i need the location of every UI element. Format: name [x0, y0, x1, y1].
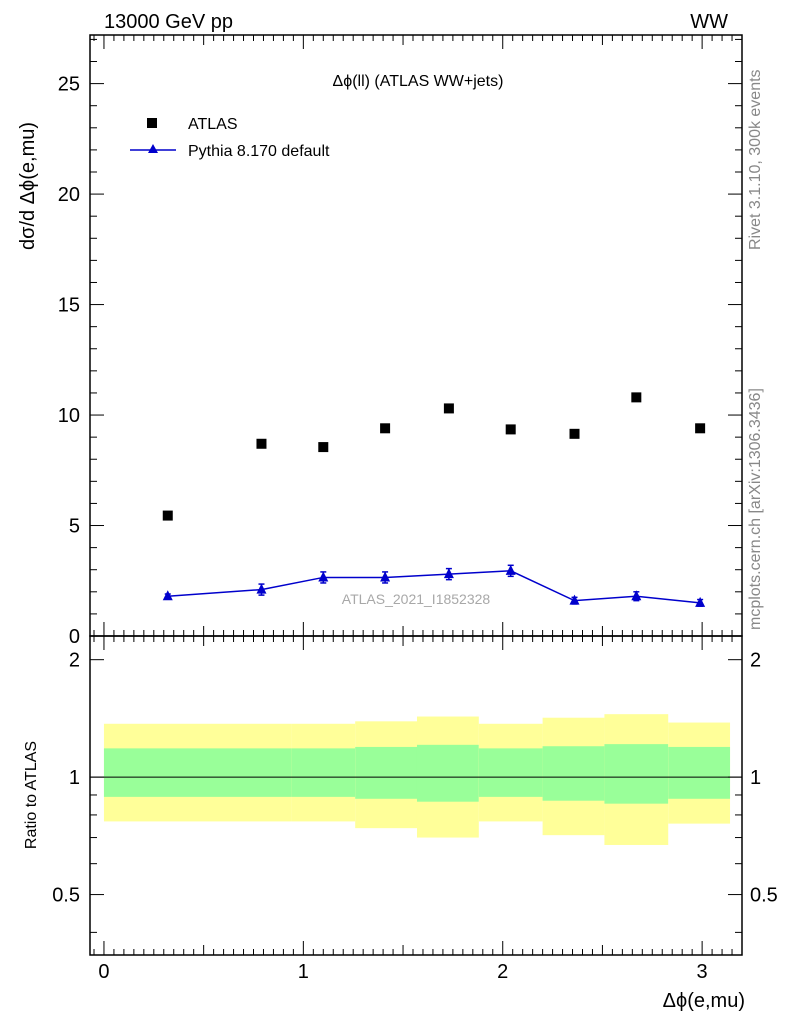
ratio-y-tick-label-left: 0.5: [52, 885, 80, 907]
analysis-watermark: ATLAS_2021_I1852328: [342, 591, 491, 607]
y-tick-label: 5: [69, 516, 80, 538]
y-tick-label: 20: [58, 184, 80, 206]
main-panel: 0 5 10 15 20 25: [58, 34, 743, 648]
x-tick-label: 0: [98, 961, 109, 983]
x-axis-title: Δϕ(e,mu): [663, 990, 745, 1012]
atlas-point: [569, 428, 580, 439]
atlas-point: [162, 510, 173, 521]
y-tick-label: 10: [58, 405, 80, 427]
rivet-label: Rivet 3.1.10, 300k events: [747, 69, 764, 250]
atlas-point: [631, 392, 642, 403]
ratio-y-tick-label-right: 1: [750, 767, 761, 789]
atlas-point: [380, 423, 391, 434]
pythia-point: [256, 583, 267, 594]
ratio-band-inner: [478, 748, 543, 797]
atlas-point: [505, 424, 516, 435]
pythia-point: [380, 571, 391, 582]
ratio-band-inner: [604, 744, 669, 804]
y-axis-title: dσ/d Δϕ(e,mu): [17, 122, 39, 250]
ratio-y-axis-title: Ratio to ATLAS: [23, 741, 40, 849]
ratio-band-inner: [416, 744, 479, 802]
legend-pythia-label: Pythia 8.170 default: [188, 143, 330, 160]
header-energy: 13000 GeV pp: [104, 11, 233, 33]
legend-pythia-marker: [148, 144, 158, 153]
pythia-point: [631, 590, 642, 601]
mcplots-label: mcplots.cern.ch [arXiv:1306.3436]: [747, 388, 764, 630]
y-tick-label: 0: [69, 626, 80, 648]
legend-atlas-marker: [147, 118, 157, 128]
atlas-point: [443, 403, 454, 414]
pythia-point: [505, 564, 516, 575]
ratio-y-tick-label-right: 2: [750, 650, 761, 672]
pythia-point: [569, 594, 580, 605]
ratio-panel: 0 1 2 3 0.5 0.5 1 1 2 2: [52, 635, 778, 983]
ratio-band-inner: [355, 746, 417, 799]
x-tick-label: 1: [298, 961, 309, 983]
x-tick-label: 2: [497, 961, 508, 983]
pythia-point: [162, 590, 173, 601]
pythia-point: [443, 568, 454, 579]
ratio-band-inner: [103, 748, 292, 797]
pythia-point: [318, 571, 329, 582]
legend: ATLAS Pythia 8.170 default: [130, 116, 330, 160]
x-tick-label: 3: [697, 961, 708, 983]
y-tick-label: 25: [58, 74, 80, 96]
legend-atlas-label: ATLAS: [188, 116, 238, 133]
atlas-point: [256, 438, 267, 449]
ratio-frame: [89, 635, 743, 956]
pythia-point: [695, 596, 706, 607]
header-process: WW: [690, 11, 728, 33]
atlas-point: [318, 442, 329, 453]
ratio-band-inner: [291, 748, 356, 797]
atlas-point: [695, 423, 706, 434]
plot-title: Δϕ(ll) (ATLAS WW+jets): [333, 73, 504, 90]
ratio-y-tick-label-left: 1: [69, 767, 80, 789]
ratio-band-inner: [668, 746, 731, 799]
ratio-y-tick-label-left: 2: [69, 650, 80, 672]
ratio-band-inner: [542, 746, 605, 801]
y-tick-label: 15: [58, 295, 80, 317]
ratio-y-tick-label-right: 0.5: [750, 885, 778, 907]
